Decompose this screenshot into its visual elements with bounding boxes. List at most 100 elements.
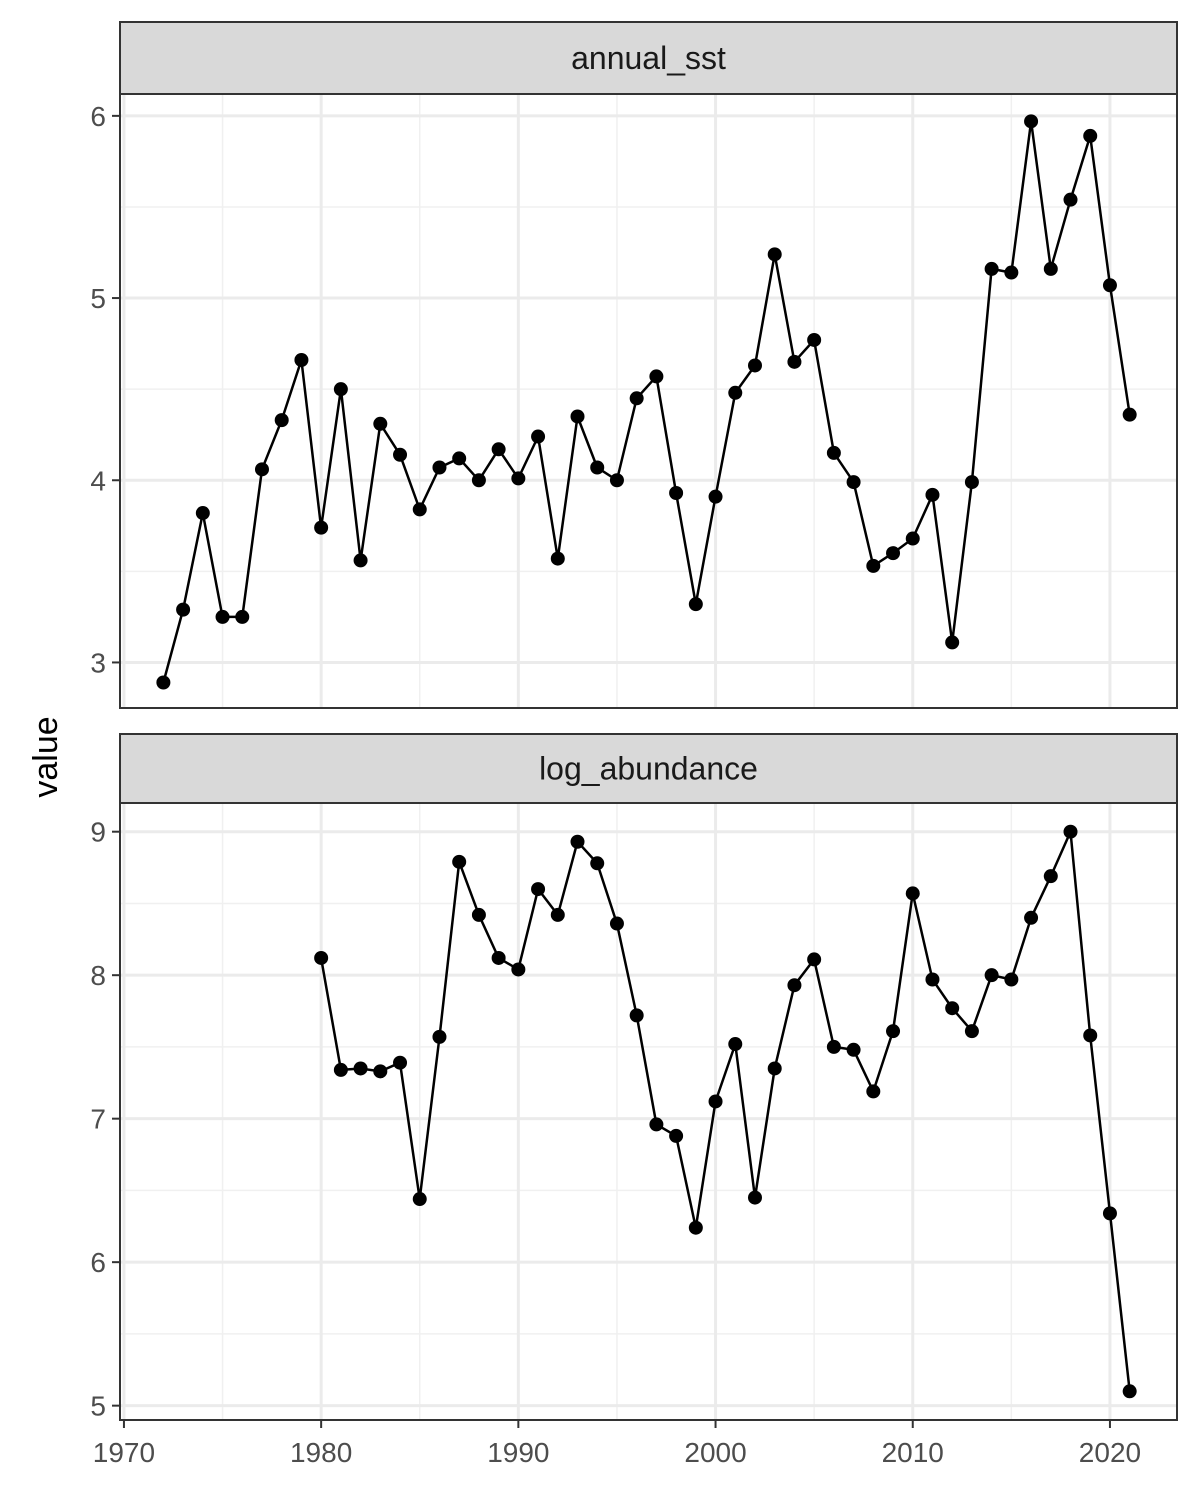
- data-point: [471, 907, 486, 922]
- data-point: [649, 1117, 664, 1132]
- data-point: [1004, 265, 1019, 280]
- data-point: [866, 558, 881, 573]
- x-tick-label: 1970: [93, 1437, 155, 1468]
- data-point: [1024, 910, 1039, 925]
- data-point: [807, 952, 822, 967]
- data-point: [294, 353, 309, 368]
- data-point: [550, 551, 565, 566]
- series-line-annual_sst: [162, 121, 1131, 683]
- data-point: [905, 531, 920, 546]
- data-point: [176, 602, 191, 617]
- data-point: [531, 429, 546, 444]
- data-point: [807, 332, 822, 347]
- data-point: [708, 1094, 723, 1109]
- data-point: [353, 553, 368, 568]
- data-point: [254, 462, 269, 477]
- data-point: [511, 962, 526, 977]
- data-point: [629, 1008, 644, 1023]
- data-point: [393, 447, 408, 462]
- data-point: [412, 1192, 427, 1207]
- y-tick-label: 3: [90, 647, 106, 678]
- data-point: [629, 391, 644, 406]
- data-point: [1083, 1028, 1098, 1043]
- facet-strip-label: annual_sst: [571, 40, 726, 76]
- data-point: [984, 968, 999, 983]
- data-point: [590, 856, 605, 871]
- data-point: [945, 1001, 960, 1016]
- data-point: [1083, 128, 1098, 143]
- data-point: [728, 385, 743, 400]
- data-point: [747, 358, 762, 373]
- data-point: [570, 834, 585, 849]
- data-point: [195, 506, 210, 521]
- data-point: [452, 451, 467, 466]
- data-point: [984, 261, 999, 276]
- data-point: [1102, 278, 1117, 293]
- data-point: [964, 1024, 979, 1039]
- y-tick-label: 6: [90, 1247, 106, 1278]
- facet-strip-label: log_abundance: [539, 751, 758, 787]
- data-point: [945, 635, 960, 650]
- y-tick-label: 9: [90, 817, 106, 848]
- data-point: [1043, 869, 1058, 884]
- data-point: [215, 609, 230, 624]
- data-point: [767, 1061, 782, 1076]
- panel-background: [120, 803, 1177, 1420]
- y-tick-label: 6: [90, 101, 106, 132]
- facet-strip: [119, 733, 1178, 804]
- data-point: [649, 369, 664, 384]
- data-point: [511, 471, 526, 486]
- data-point: [393, 1055, 408, 1070]
- data-point: [491, 950, 506, 965]
- y-tick-label: 4: [90, 465, 106, 496]
- data-point: [787, 354, 802, 369]
- data-point: [412, 502, 427, 517]
- data-point: [1024, 114, 1039, 129]
- data-point: [669, 486, 684, 501]
- y-tick-label: 8: [90, 960, 106, 991]
- panel-background: [120, 94, 1177, 708]
- data-point: [274, 413, 289, 428]
- data-point: [353, 1061, 368, 1076]
- data-point: [491, 442, 506, 457]
- data-point: [314, 950, 329, 965]
- y-tick-label: 5: [90, 1391, 106, 1422]
- data-point: [905, 886, 920, 901]
- data-point: [432, 460, 447, 475]
- data-point: [333, 1062, 348, 1077]
- data-point: [590, 460, 605, 475]
- data-point: [235, 609, 250, 624]
- data-point: [570, 409, 585, 424]
- data-point: [688, 597, 703, 612]
- facet-strip: [119, 21, 1178, 95]
- y-axis-title: value: [27, 716, 65, 797]
- data-point: [333, 382, 348, 397]
- data-point: [964, 475, 979, 490]
- data-point: [826, 1039, 841, 1054]
- data-point: [1043, 261, 1058, 276]
- data-point: [609, 916, 624, 931]
- data-point: [1122, 407, 1137, 422]
- data-point: [531, 882, 546, 897]
- data-point: [669, 1128, 684, 1143]
- data-point: [787, 978, 802, 993]
- data-point: [826, 445, 841, 460]
- data-point: [156, 675, 171, 690]
- data-point: [846, 475, 861, 490]
- data-point: [432, 1029, 447, 1044]
- data-point: [925, 487, 940, 502]
- data-point: [609, 473, 624, 488]
- x-tick-label: 2000: [684, 1437, 746, 1468]
- data-point: [925, 972, 940, 987]
- data-point: [767, 247, 782, 262]
- data-point: [373, 416, 388, 431]
- data-point: [1063, 824, 1078, 839]
- data-point: [886, 1024, 901, 1039]
- data-point: [846, 1042, 861, 1057]
- data-point: [1004, 972, 1019, 987]
- x-tick-label: 2020: [1079, 1437, 1141, 1468]
- y-tick-label: 7: [90, 1104, 106, 1135]
- data-point: [688, 1220, 703, 1235]
- x-tick-label: 2010: [882, 1437, 944, 1468]
